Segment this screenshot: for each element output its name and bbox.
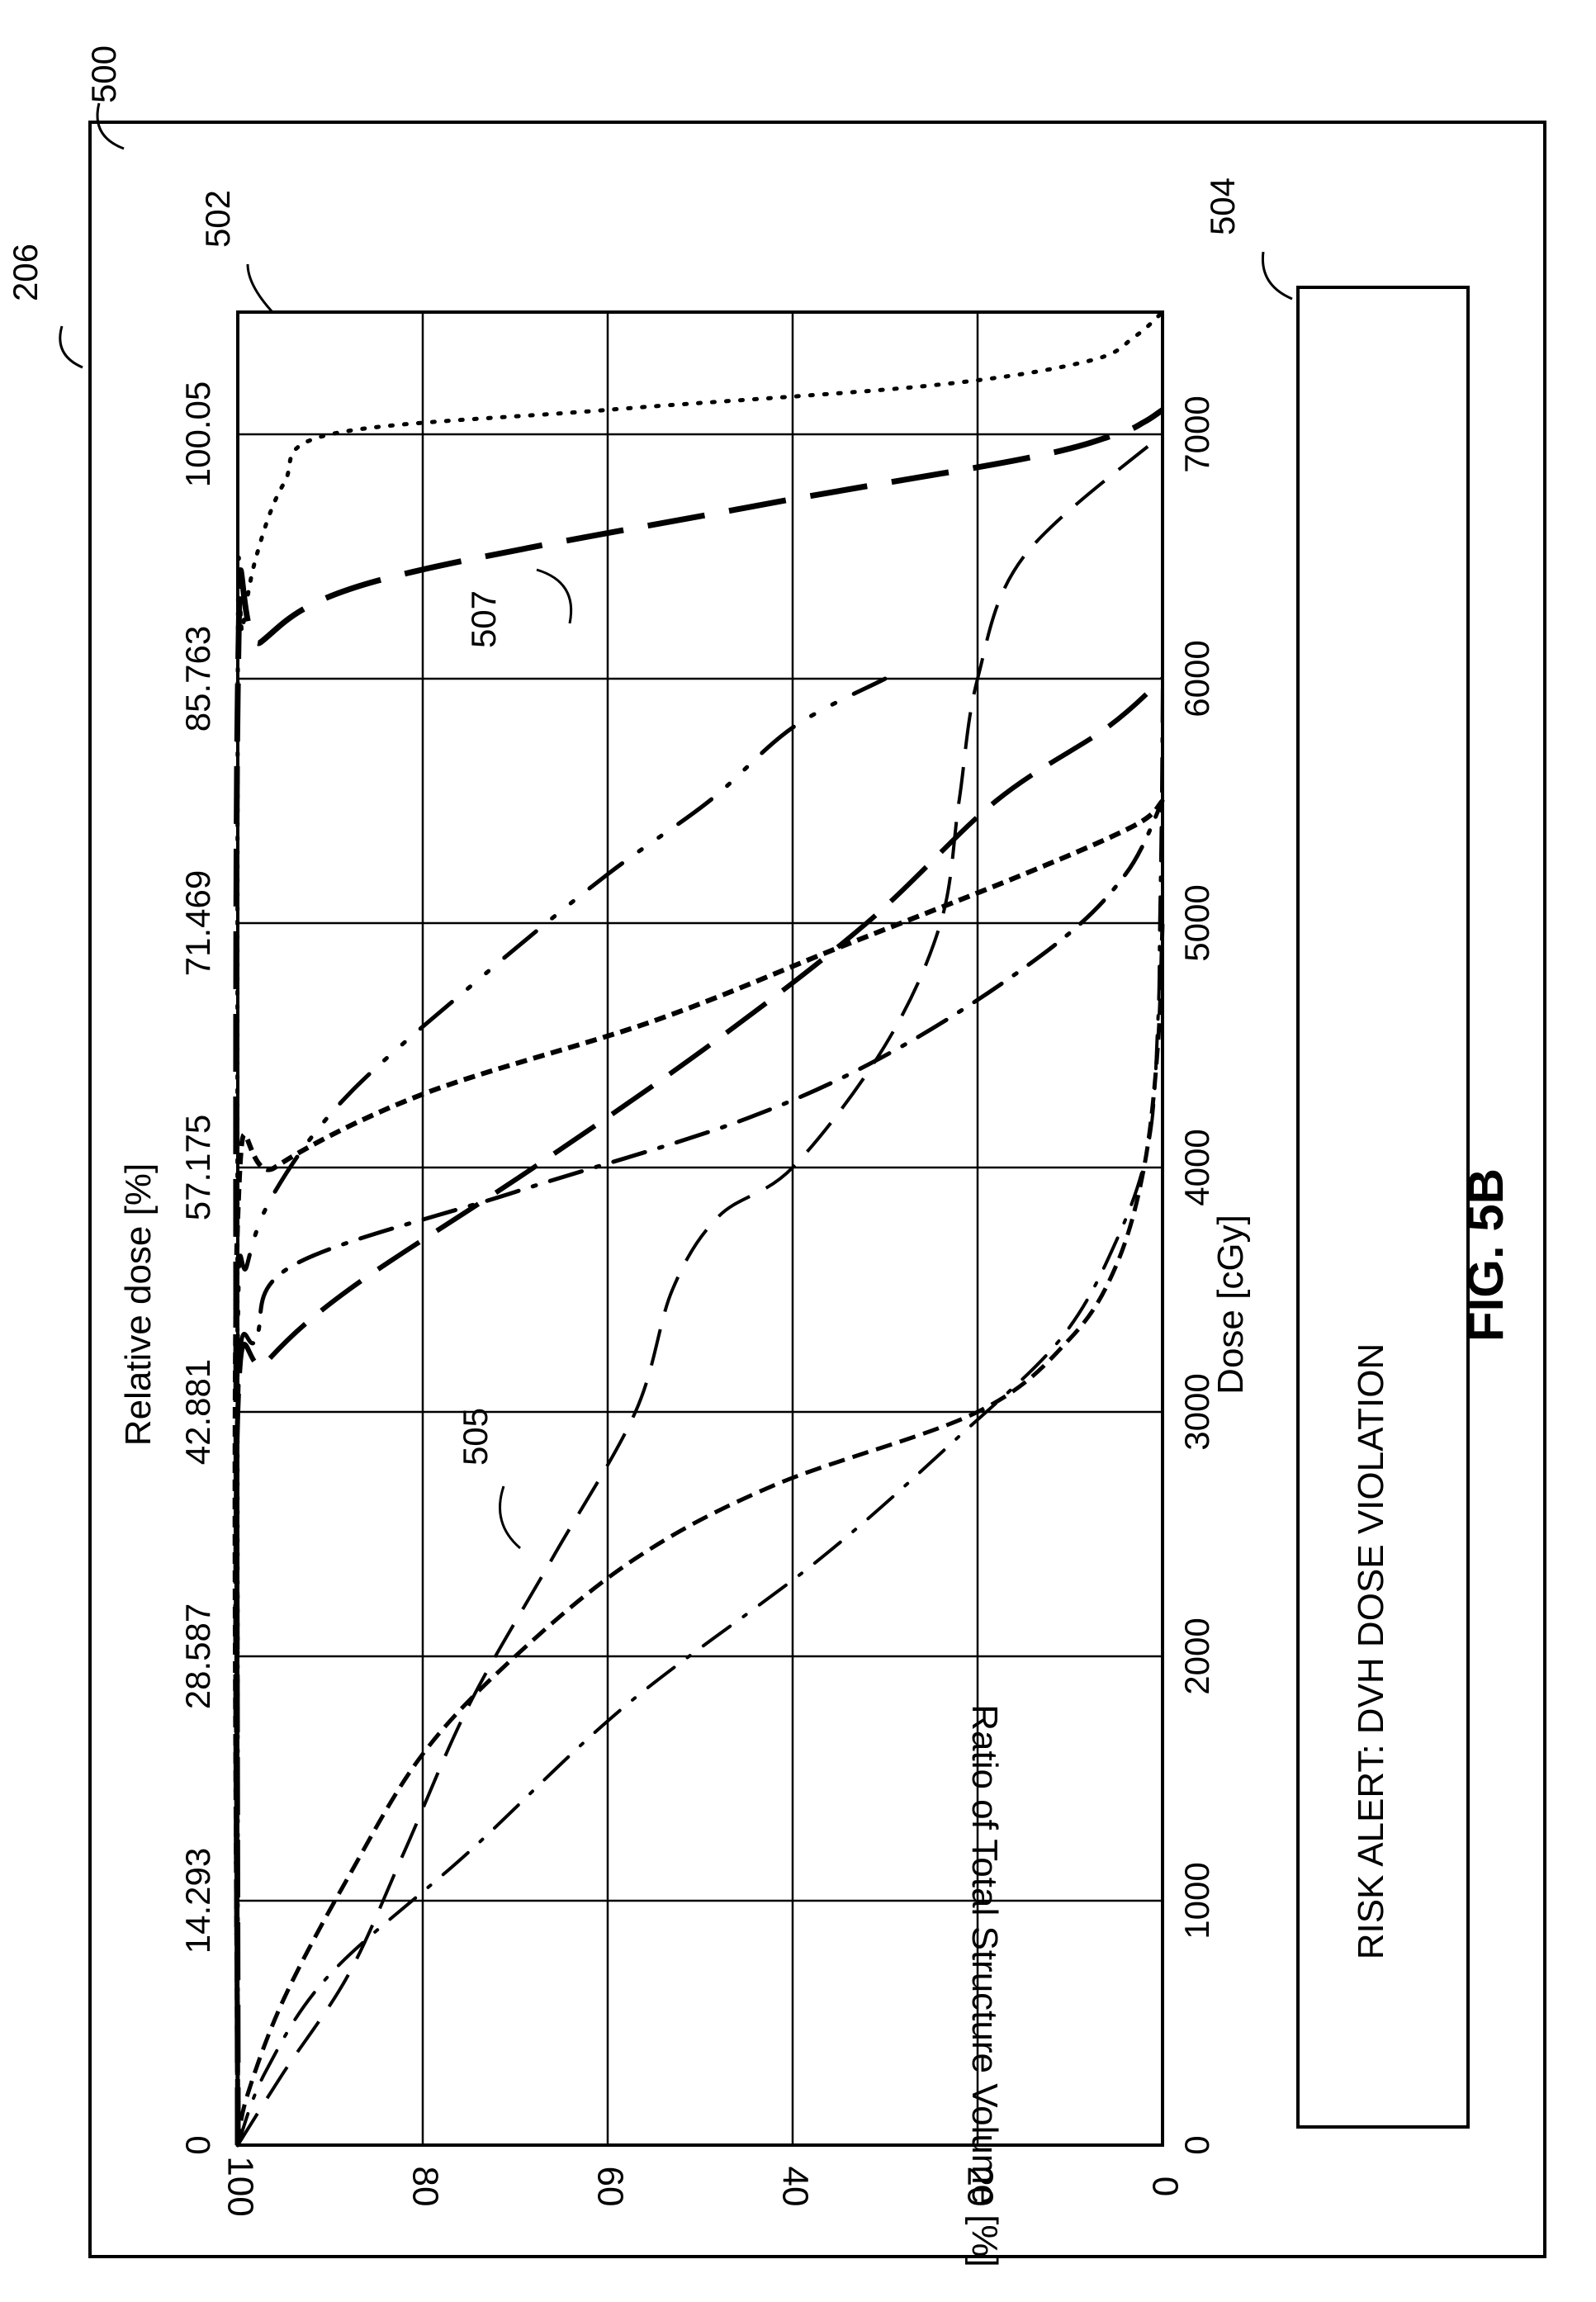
x-tick-label-5: 5000 (1177, 884, 1216, 961)
leader-502 (246, 263, 274, 314)
x-tick-label-2: 2000 (1177, 1618, 1216, 1694)
chart-tick-labels: 01000200030004000500060007000014.29328.5… (178, 381, 1216, 2217)
series-line-1 (233, 407, 1164, 2146)
chart-grid (236, 312, 1164, 2147)
reference-numeral-504: 504 (1203, 178, 1242, 235)
leader-206 (59, 325, 83, 369)
reference-numeral-507: 507 (464, 590, 503, 648)
chart-plot-frame (236, 310, 1164, 2147)
leader-507 (536, 568, 573, 624)
y-tick-label-2: 40 (774, 2167, 815, 2207)
chart-series (232, 310, 1165, 2148)
x2-tick-label-2: 28.587 (178, 1603, 217, 1709)
series-line-8 (236, 677, 1164, 2147)
series-line-0 (235, 310, 1165, 2148)
x-tick-label-3: 3000 (1177, 1373, 1216, 1450)
x-axis-title: Dose [cGy] (1210, 1215, 1251, 1395)
series-line-5 (234, 798, 1165, 2148)
x2-tick-label-0: 0 (178, 2135, 217, 2154)
y-tick-label-3: 60 (590, 2167, 630, 2207)
x-tick-label-0: 0 (1177, 2135, 1216, 2154)
series-line-7 (235, 922, 1165, 2146)
leader-504 (1261, 251, 1293, 301)
risk-alert-text: RISK ALERT: DVH DOSE VIOLATION (1351, 1343, 1391, 1960)
series-line-4 (232, 798, 1165, 2146)
y-tick-label-5: 100 (220, 2156, 260, 2216)
reference-numeral-206: 206 (6, 244, 45, 301)
leader-505 (499, 1485, 521, 1550)
x-tick-label-1: 1000 (1177, 1862, 1216, 1939)
reference-numeral-500: 500 (84, 45, 123, 103)
x2-tick-label-4: 57.175 (178, 1115, 217, 1220)
y-tick-label-4: 80 (405, 2167, 445, 2207)
series-line-6 (236, 433, 1164, 2147)
reference-numeral-502: 502 (198, 190, 237, 248)
outer-display-border (88, 121, 1546, 2258)
x2-tick-label-5: 71.469 (178, 870, 217, 976)
x2-tick-label-7: 100.05 (178, 381, 217, 487)
x2-tick-label-1: 14.293 (178, 1848, 217, 1954)
y-tick-label-0: 0 (1144, 2176, 1185, 2196)
figure-label: FIG. 5B (1458, 1168, 1513, 1342)
x-tick-label-6: 6000 (1177, 640, 1216, 717)
y-axis-title: Ratio of Total Structure Volume [%] (964, 1704, 1005, 2267)
risk-alert-box[interactable] (1296, 286, 1470, 2129)
x2-axis-title: Relative dose [%] (118, 1163, 159, 1446)
x2-tick-label-3: 42.881 (178, 1359, 217, 1465)
y-tick-label-1: 20 (959, 2167, 1000, 2207)
x-tick-label-4: 4000 (1177, 1129, 1216, 1205)
leader-500 (96, 102, 125, 150)
x2-tick-label-6: 85.763 (178, 626, 217, 732)
x-tick-label-7: 7000 (1177, 396, 1216, 472)
reference-numeral-505: 505 (456, 1408, 495, 1466)
